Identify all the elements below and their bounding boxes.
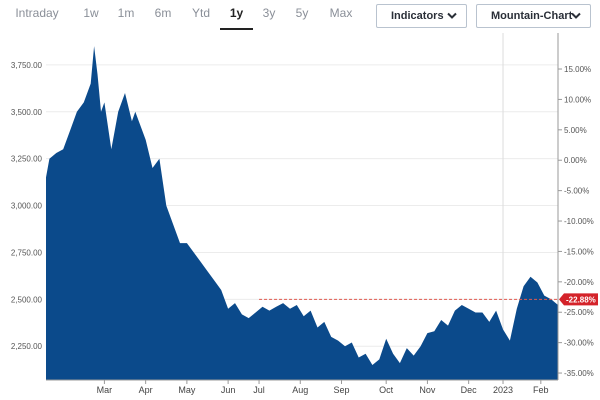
chevron-down-icon: [447, 12, 457, 19]
y-left-tick-label: 2,750.00: [11, 248, 43, 257]
y-left-axis: 3,750.00 3,500.00 3,250.00 3,000.00 2,750.00…: [11, 61, 43, 351]
chevron-down-icon: [571, 12, 581, 19]
tab-ytd[interactable]: Ytd: [191, 6, 210, 20]
y-left-tick-label: 3,250.00: [11, 155, 43, 164]
tab-6m[interactable]: 6m: [154, 6, 172, 20]
y-right-tick-label: -30.00%: [564, 339, 594, 348]
tab-1m[interactable]: 1m: [117, 6, 135, 20]
badge-text: -22.88%: [566, 295, 596, 304]
y-right-tick-label: -10.00%: [564, 217, 594, 226]
x-tick-label: Sep: [334, 385, 350, 395]
x-tick-label: Oct: [379, 385, 394, 395]
chart-type-dropdown[interactable]: Mountain-Chart: [476, 4, 591, 28]
y-right-tick-label: -35.00%: [564, 369, 594, 378]
tab-1w[interactable]: 1w: [83, 6, 99, 20]
y-right-tick-label: 0.00%: [564, 156, 587, 165]
current-change-badge: -22.88%: [559, 293, 598, 306]
tab-3y[interactable]: 3y: [262, 6, 276, 20]
y-right-tick-label: 15.00%: [564, 65, 591, 74]
active-tab-indicator: [220, 28, 253, 30]
x-tick-label: Jun: [221, 385, 236, 395]
price-area: [46, 46, 558, 380]
tab-intraday[interactable]: Intraday: [15, 6, 59, 20]
x-tick-label: 2023: [493, 385, 513, 395]
y-right-tick-label: 5.00%: [564, 126, 587, 135]
badge-shape: [559, 293, 598, 306]
indicators-dropdown[interactable]: Indicators: [376, 4, 467, 28]
y-left-tick-label: 3,500.00: [11, 108, 43, 117]
tab-1y[interactable]: 1y: [229, 6, 244, 20]
x-tick-label: Aug: [292, 385, 308, 395]
y-right-tick-label: -25.00%: [564, 308, 594, 317]
tab-max[interactable]: Max: [329, 6, 353, 20]
indicators-label: Indicators: [391, 10, 444, 22]
x-tick-label: Feb: [533, 385, 549, 395]
y-left-tick-label: 2,250.00: [11, 342, 43, 351]
y-right-axis: 15.00% 10.00% 5.00% 0.00% -5.00% -10.00% -15.0…: [558, 65, 594, 378]
x-tick-label: Dec: [461, 385, 478, 395]
y-left-tick-label: 3,000.00: [11, 202, 43, 211]
x-axis: Mar Apr May Jun Jul Aug Sep Oct Nov Dec 2023 Feb: [97, 380, 549, 395]
y-left-tick-label: 2,500.00: [11, 295, 43, 304]
x-tick-label: Jul: [253, 385, 265, 395]
y-right-tick-label: -5.00%: [564, 187, 589, 196]
y-right-tick-label: -15.00%: [564, 247, 594, 256]
tab-5y[interactable]: 5y: [295, 6, 309, 20]
x-tick-label: May: [178, 385, 196, 395]
x-tick-label: Apr: [139, 385, 153, 395]
y-right-tick-label: 10.00%: [564, 95, 591, 104]
x-tick-label: Mar: [97, 385, 113, 395]
y-right-tick-label: -20.00%: [564, 278, 594, 287]
range-tabs: Intraday 1w 1m 6m Ytd 1y 3y 5y Max: [0, 0, 370, 30]
x-tick-label: Nov: [419, 385, 436, 395]
y-left-tick-label: 3,750.00: [11, 61, 43, 70]
chart-type-label: Mountain-Chart: [491, 10, 573, 22]
